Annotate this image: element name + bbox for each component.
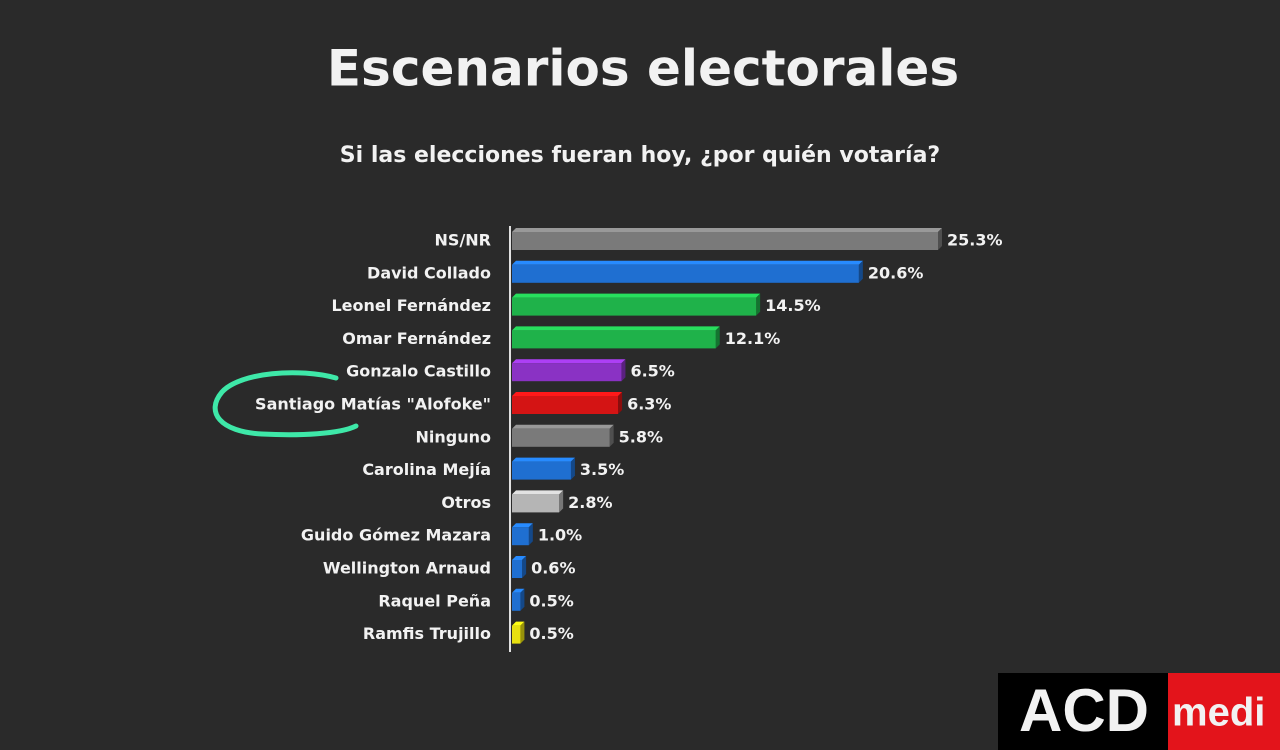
y-tick-label: Ramfis Trujillo xyxy=(363,624,491,643)
bar-side xyxy=(559,490,564,513)
bar-top xyxy=(512,424,614,429)
bar xyxy=(512,363,622,382)
y-tick-label: NS/NR xyxy=(435,231,491,250)
y-tick-label: Carolina Mejía xyxy=(362,460,491,479)
chart-subtitle: Si las elecciones fueran hoy, ¿por quién… xyxy=(340,143,940,168)
bar-side xyxy=(938,228,942,250)
value-label: 25.3% xyxy=(947,231,1003,250)
y-tick-label: David Collado xyxy=(367,263,491,282)
bar xyxy=(512,297,757,316)
value-label: 0.5% xyxy=(529,624,573,643)
bar-side xyxy=(520,588,525,611)
bar xyxy=(512,461,571,480)
bar-top xyxy=(512,293,761,298)
bar xyxy=(512,428,610,447)
bar-side xyxy=(858,260,863,283)
value-label: 14.5% xyxy=(765,296,821,315)
bar xyxy=(512,592,521,611)
y-tick-label: Gonzalo Castillo xyxy=(346,362,491,381)
y-tick-label: Leonel Fernández xyxy=(331,296,491,315)
value-label: 1.0% xyxy=(538,526,582,545)
bar-top xyxy=(512,326,720,331)
bar-side xyxy=(715,326,720,349)
bar-side xyxy=(522,556,527,578)
y-tick-label: Santiago Matías "Alofoke" xyxy=(255,395,491,414)
y-tick-label: Wellington Arnaud xyxy=(323,559,491,578)
bar-side xyxy=(609,424,614,447)
bar xyxy=(512,560,523,578)
bar xyxy=(512,625,521,644)
highlight-circle xyxy=(212,370,359,438)
bar-top xyxy=(512,260,863,265)
logo-box-red xyxy=(1168,673,1280,750)
bar xyxy=(512,264,859,283)
bar-top xyxy=(512,588,525,593)
bar-top xyxy=(512,457,575,462)
bar-side xyxy=(621,359,626,382)
y-tick-label: Raquel Peña xyxy=(378,591,491,610)
chart-title: Escenarios electorales xyxy=(327,40,959,98)
y-tick-label: Omar Fernández xyxy=(342,329,491,348)
bar-top xyxy=(512,490,564,495)
value-label: 6.3% xyxy=(627,395,671,414)
bar xyxy=(512,330,716,349)
logo-box xyxy=(998,673,1170,750)
bar-top xyxy=(512,359,626,364)
bar-side xyxy=(756,293,761,316)
value-label: 6.5% xyxy=(630,362,674,381)
bar-side xyxy=(570,457,575,480)
y-tick-label: Guido Gómez Mazara xyxy=(301,526,491,545)
y-tick-label: Ninguno xyxy=(416,427,492,446)
value-label: 12.1% xyxy=(725,329,781,348)
value-label: 0.6% xyxy=(531,559,575,578)
value-label: 5.8% xyxy=(619,427,663,446)
bar xyxy=(512,396,619,414)
bar-side xyxy=(618,392,623,414)
bar xyxy=(512,527,529,546)
bar-top xyxy=(512,392,623,396)
value-label: 0.5% xyxy=(529,591,573,610)
value-label: 2.8% xyxy=(568,493,612,512)
bar-top xyxy=(512,556,527,560)
logo-text: medi xyxy=(1172,691,1265,735)
bar xyxy=(512,232,938,250)
bar-top xyxy=(512,523,533,528)
logo-text: ACD xyxy=(1019,677,1149,744)
bar-top xyxy=(512,228,942,232)
value-label: 3.5% xyxy=(580,460,624,479)
bar-top xyxy=(512,621,525,626)
y-tick-label: Otros xyxy=(441,493,491,512)
bar-side xyxy=(528,523,533,546)
bar xyxy=(512,494,560,513)
bar-side xyxy=(520,621,525,644)
value-label: 20.6% xyxy=(868,263,924,282)
